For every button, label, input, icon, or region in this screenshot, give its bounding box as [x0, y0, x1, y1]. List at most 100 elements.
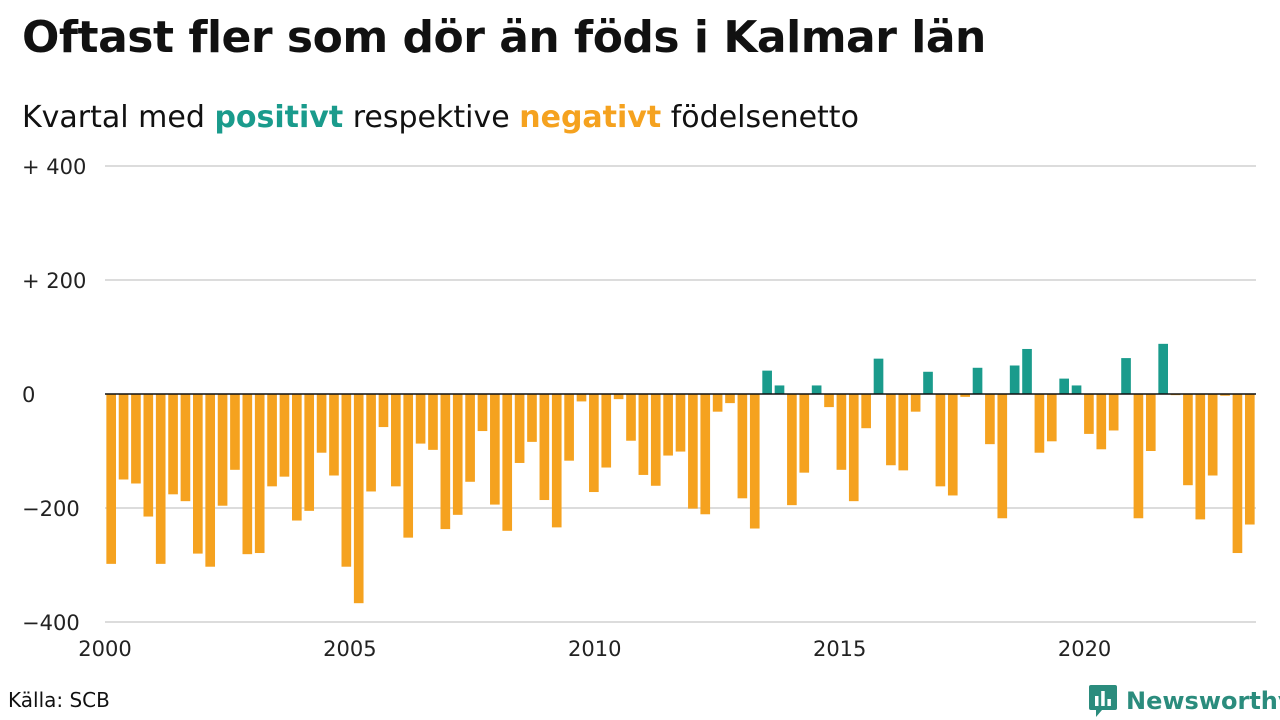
bar	[650, 394, 661, 486]
y-tick-label: + 200	[22, 269, 86, 293]
bar	[267, 394, 277, 487]
bar	[415, 394, 426, 444]
bar	[106, 394, 117, 564]
bar	[1059, 378, 1069, 394]
bar	[613, 394, 624, 400]
bar	[1195, 394, 1206, 520]
bar-chart-speech-bubble-icon	[1089, 685, 1117, 717]
bar	[947, 394, 958, 496]
source-note: Källa: SCB	[8, 688, 110, 712]
bar	[366, 394, 376, 492]
bar	[811, 385, 822, 394]
bar	[242, 394, 253, 555]
bar	[452, 394, 463, 515]
bar	[601, 394, 612, 468]
y-tick-label: 0	[22, 383, 35, 407]
bar	[1145, 394, 1156, 451]
bar	[502, 394, 513, 531]
bar	[737, 394, 748, 499]
bar	[910, 394, 921, 412]
bar	[898, 394, 909, 471]
bar	[1244, 394, 1255, 525]
bar	[626, 394, 636, 441]
bar	[292, 394, 302, 521]
bar	[700, 394, 711, 515]
newsworthy-logo: Newsworthy	[1088, 684, 1280, 718]
bar	[787, 394, 797, 506]
bar	[997, 394, 1008, 519]
bar	[576, 394, 587, 402]
bar	[155, 394, 166, 564]
x-tick-label: 2000	[78, 637, 131, 661]
bar	[861, 394, 871, 429]
bar	[217, 394, 228, 506]
bar	[836, 394, 847, 470]
bar	[465, 394, 475, 482]
bar	[304, 394, 315, 511]
bar	[774, 385, 785, 394]
bar	[564, 394, 574, 461]
subtitle-negative-word: negativt	[519, 100, 662, 135]
bar	[440, 394, 451, 530]
bar	[131, 394, 141, 484]
bar	[1133, 394, 1144, 519]
bar	[1207, 394, 1218, 476]
bar	[551, 394, 562, 528]
bar	[1009, 365, 1020, 394]
x-tick-label: 2005	[323, 637, 376, 661]
bar	[403, 394, 414, 538]
bar	[353, 394, 364, 604]
bar	[539, 394, 550, 501]
bar	[663, 394, 673, 456]
bar	[477, 394, 488, 432]
bar	[873, 358, 884, 394]
bar	[490, 394, 500, 505]
bar	[230, 394, 240, 470]
bar	[1046, 394, 1057, 442]
chart-title: Oftast fler som dör än föds i Kalmar län	[22, 12, 986, 63]
bar	[712, 394, 723, 412]
subtitle-prefix: Kvartal med	[22, 100, 205, 135]
bar	[341, 394, 352, 567]
bar	[1232, 394, 1243, 554]
bar	[749, 394, 760, 529]
bar	[205, 394, 216, 567]
bar	[886, 394, 896, 466]
bars	[106, 343, 1255, 604]
bar	[972, 367, 983, 394]
y-tick-label: −400	[22, 611, 80, 635]
x-tick-label: 2020	[1058, 637, 1111, 661]
bar	[725, 394, 735, 404]
bar	[985, 394, 995, 445]
bar	[638, 394, 649, 475]
bar	[935, 394, 946, 487]
subtitle-suffix: födelsenetto	[670, 100, 859, 135]
bar	[675, 394, 686, 452]
subtitle-positive-word: positivt	[214, 100, 344, 135]
bar	[316, 394, 327, 453]
chart-subtitle: Kvartal med positivt respektive negativt…	[22, 100, 859, 135]
bar	[1084, 394, 1094, 434]
brand-name: Newsworthy	[1126, 687, 1280, 715]
y-tick-label: −200	[22, 497, 80, 521]
bar	[1022, 348, 1032, 394]
bar	[1071, 385, 1082, 394]
bar	[143, 394, 154, 517]
bar	[799, 394, 810, 473]
bar	[824, 394, 834, 408]
x-tick-label: 2015	[813, 637, 866, 661]
bar	[589, 394, 599, 493]
bar	[1108, 394, 1119, 431]
bar	[168, 394, 178, 495]
bar	[1121, 358, 1131, 394]
bar	[514, 394, 525, 463]
bar	[391, 394, 401, 487]
bar	[118, 394, 129, 480]
bar	[428, 394, 438, 450]
bar	[923, 371, 933, 394]
bar	[848, 394, 859, 502]
bar	[1096, 394, 1107, 450]
bar	[688, 394, 698, 509]
